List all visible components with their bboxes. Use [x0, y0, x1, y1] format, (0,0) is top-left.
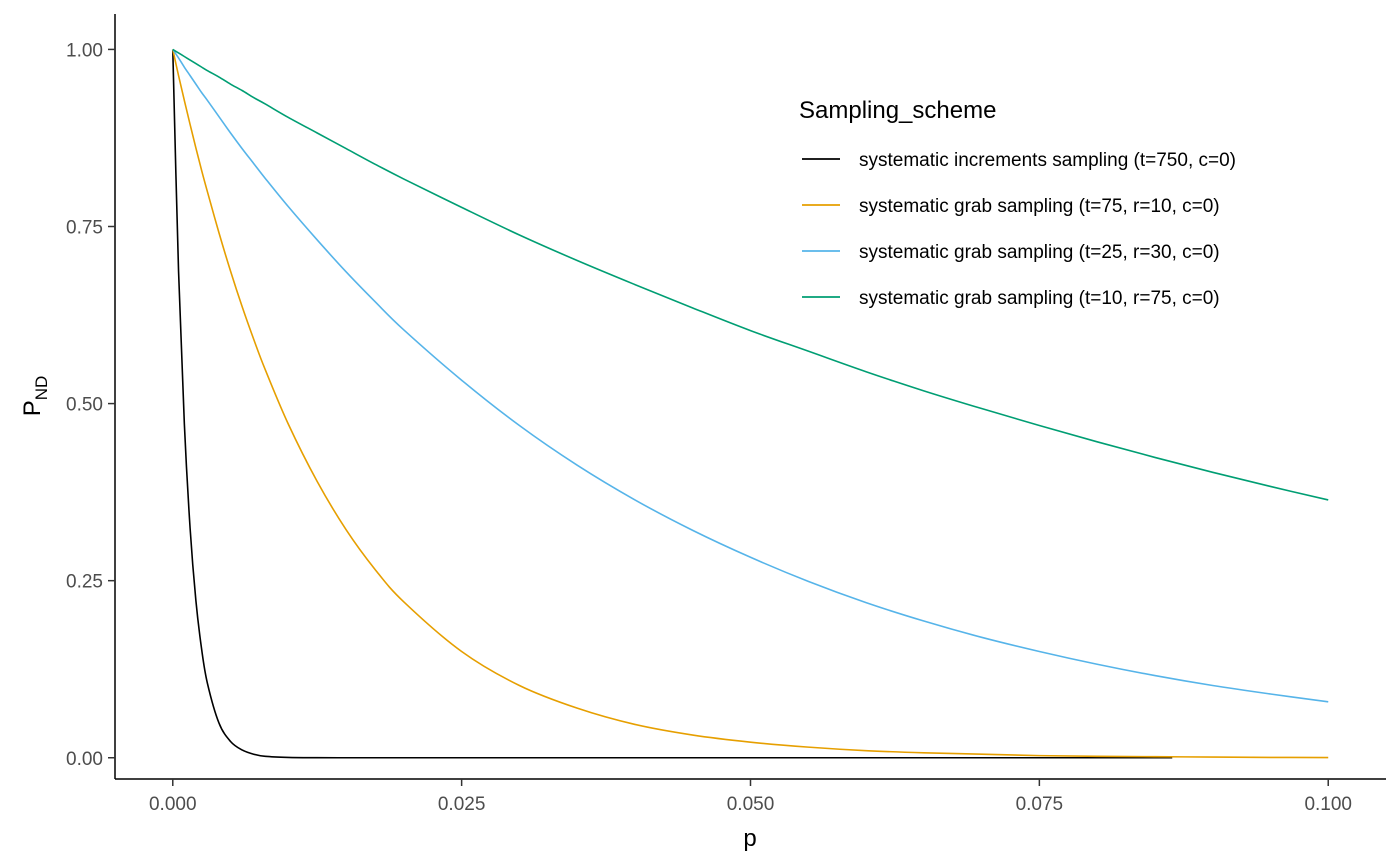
- plot-lines: [171, 48, 1329, 759]
- legend-label-4: systematic grab sampling (t=10, r=75, c=…: [859, 288, 1220, 309]
- legend-label-2: systematic grab sampling (t=75, r=10, c=…: [859, 196, 1220, 217]
- legend-title: Sampling_scheme: [799, 97, 996, 124]
- x-tick-label: 0.075: [1016, 794, 1064, 815]
- y-axis-title-main: P: [19, 400, 46, 416]
- x-tick-label: 0.100: [1304, 794, 1352, 815]
- y-tick-label: 0.00: [66, 749, 103, 770]
- x-tick-label: 0.025: [438, 794, 486, 815]
- legend: Sampling_scheme systematic increments sa…: [799, 97, 1236, 309]
- x-tick-label: 0.050: [727, 794, 775, 815]
- y-tick-label: 0.25: [66, 572, 103, 593]
- y-ticks: 0.00 0.25 0.50 0.75 1.00: [66, 40, 115, 770]
- legend-label-3: systematic grab sampling (t=25, r=30, c=…: [859, 242, 1220, 263]
- series-line-3: [172, 48, 1329, 703]
- y-tick-label: 0.50: [66, 395, 103, 416]
- series-line-4: [172, 48, 1329, 501]
- y-tick-label: 0.75: [66, 218, 103, 239]
- x-axis-title: p: [743, 825, 756, 852]
- y-axis-title: PND: [19, 376, 51, 417]
- y-tick-label: 1.00: [66, 40, 103, 61]
- x-tick-label: 0.000: [149, 794, 197, 815]
- y-axis-title-subscript: ND: [32, 376, 51, 401]
- series-line-1: [171, 49, 1173, 759]
- x-ticks: 0.000 0.025 0.050 0.075 0.100: [149, 779, 1352, 815]
- legend-label-1: systematic increments sampling (t=750, c…: [859, 150, 1236, 171]
- series-line-2: [171, 49, 1329, 759]
